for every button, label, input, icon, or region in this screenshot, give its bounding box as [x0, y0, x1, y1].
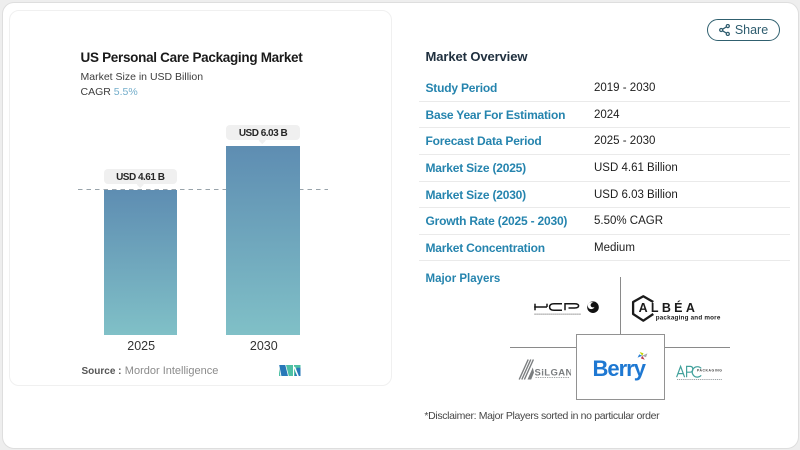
svg-text:ALBÉA: ALBÉA — [638, 299, 698, 314]
svg-text:PACKAGING: PACKAGING — [697, 369, 722, 373]
svg-text:SiLGAN: SiLGAN — [535, 368, 572, 379]
svg-text:packaging and more: packaging and more — [655, 314, 720, 321]
